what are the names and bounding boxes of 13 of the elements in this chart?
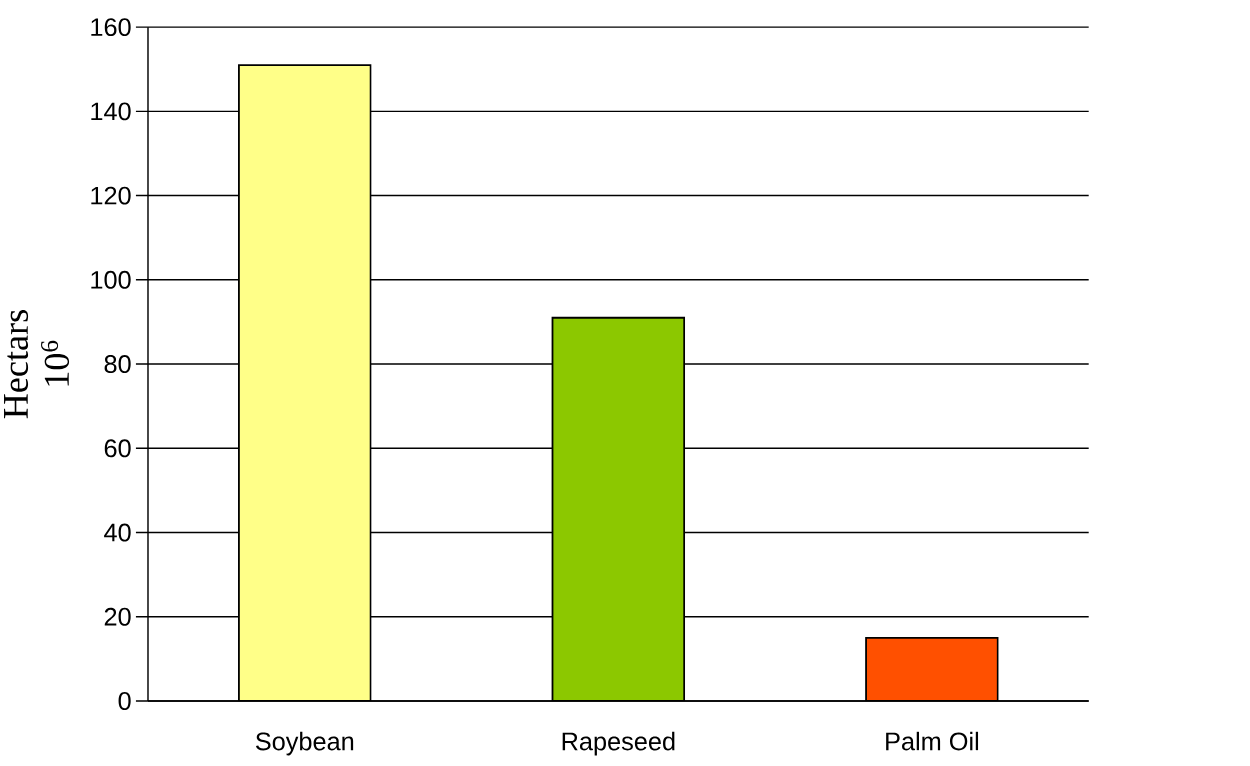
y-tick-label: 100 xyxy=(91,270,131,289)
y-tick-label: 40 xyxy=(104,523,131,542)
y-tick-label: 160 xyxy=(91,18,131,37)
x-tick-label: Rapeseed xyxy=(562,731,675,756)
y-tick-label: 0 xyxy=(118,691,131,710)
x-tick-label: Palm Oil xyxy=(886,731,979,751)
y-tick-label: 60 xyxy=(104,439,131,458)
y-tick-label: 80 xyxy=(104,355,131,373)
x-tick-label: Soybean xyxy=(255,731,354,756)
y-tick-label: 120 xyxy=(91,186,131,205)
y-tick-label: 20 xyxy=(104,607,131,626)
y-tick-label: 140 xyxy=(91,102,131,121)
y-axis-title: Hectars 10$^{6}$ xyxy=(4,310,70,419)
